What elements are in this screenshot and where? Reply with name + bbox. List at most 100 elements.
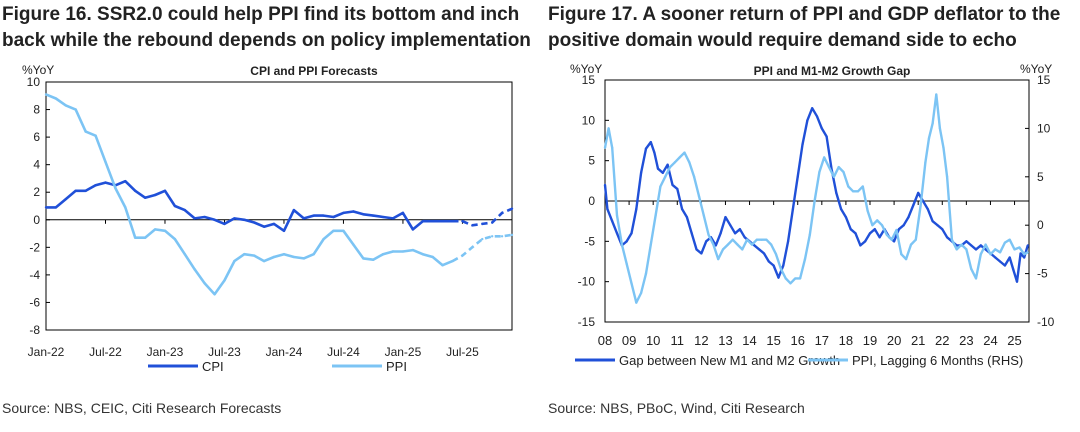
ppi-lagged-point (644, 272, 648, 275)
cpi-point (371, 214, 375, 217)
m1-m2-gap-point (921, 199, 925, 203)
m1-m2-gap-point (786, 240, 790, 243)
cpi-line (46, 179, 453, 233)
ppi-lagged-point (784, 277, 787, 280)
ppi-point (421, 253, 424, 256)
m1-m2-gap-point (777, 276, 780, 279)
cpi-point (451, 219, 454, 223)
m1-m2-gap-point (849, 228, 852, 231)
m1-m2-gap-point (926, 207, 929, 211)
cpi-point (84, 189, 87, 193)
m1-m2-gap-point (917, 191, 920, 195)
figure-17-title-line-2: positive domain would require demand sid… (548, 30, 1017, 51)
ppi-lagged-point (876, 219, 879, 222)
ppi-lagged-point (880, 224, 884, 227)
right-y-tick-label: 10 (1037, 121, 1051, 135)
m1-m2-gap-point (864, 240, 867, 243)
m1-m2-gap-point (1003, 264, 1007, 267)
cpi-point (362, 213, 365, 216)
legend-label-cpi: CPI (202, 359, 224, 374)
m1-m2-gap-point (603, 183, 607, 186)
ppi-lagged-point (960, 243, 963, 246)
cpi-point (74, 189, 77, 193)
ppi-lagged-point (856, 190, 860, 193)
m1-m2-gap-point (945, 236, 949, 239)
m1-m2-gap-point (974, 248, 978, 251)
ppi-point (74, 108, 77, 111)
m1-m2-gap-point (1008, 256, 1011, 259)
m1-m2-gap-point (892, 240, 896, 243)
x-tick-label: 10 (646, 333, 660, 348)
m1-m2-gap-point (835, 191, 838, 195)
m1-m2-gap-point (979, 244, 982, 247)
m1-m2-gap-point (844, 216, 848, 219)
left-y-tick-label: -10 (578, 275, 596, 289)
cpi-point (104, 181, 107, 184)
ppi-point (183, 253, 187, 256)
x-tick-label: 11 (671, 333, 685, 348)
m1-m2-gap-point (820, 127, 823, 130)
ppi-lagged-point (683, 151, 686, 154)
ppi-lagged-point (620, 243, 623, 246)
cpi-point (312, 214, 315, 217)
cpi-point (124, 180, 127, 183)
x-tick-label: 20 (887, 333, 901, 348)
ppi-point (312, 253, 315, 256)
right-y-tick-label: -10 (1037, 315, 1055, 329)
ppi-lagged-point (693, 175, 696, 178)
ppi-point (173, 237, 177, 241)
ppi-lagged-point (984, 243, 987, 246)
ppi-lagged-point (770, 243, 773, 246)
m1-m2-gap-point (897, 228, 901, 231)
ppi-lagged-point (938, 127, 941, 130)
x-tick-label: 18 (839, 333, 853, 348)
ppi-lagged-point (731, 238, 734, 241)
ppi-lagged-point (945, 175, 949, 178)
m1-m2-gap-point (984, 248, 987, 251)
y-tick-label: 8 (33, 103, 40, 117)
m1-m2-gap-point (796, 175, 799, 178)
m1-m2-gap-point (719, 232, 722, 235)
cpi-point (490, 221, 494, 224)
x-tick-label: Jul-24 (327, 345, 360, 359)
x-tick-label: Jan-25 (385, 345, 422, 359)
ppi-lagged-point (803, 257, 807, 261)
right-y-tick-label: 15 (1037, 73, 1051, 87)
ppi-point (233, 259, 236, 263)
m1-m2-gap-point (630, 232, 633, 235)
x-tick-label: 19 (863, 333, 877, 348)
ppi-point (481, 237, 484, 241)
x-tick-label: Jan-23 (147, 345, 184, 359)
y-tick-label: 0 (33, 213, 40, 227)
ppi-lagged-point (931, 122, 934, 125)
ppi-lagged-point (607, 127, 610, 130)
ppi-point (262, 259, 266, 263)
m1-m2-gap-point (671, 183, 674, 186)
m1-m2-gap-point (1023, 256, 1026, 259)
ppi-lagged-point (702, 214, 705, 217)
cpi-point (94, 184, 97, 187)
m1-m2-gap-point (859, 244, 862, 247)
m1-m2-gap-point (806, 119, 809, 122)
x-tick-label: Jul-22 (89, 345, 122, 359)
ppi-lagged-point (998, 251, 1002, 254)
ppi-lagged-point (726, 243, 729, 246)
cpi-point (322, 214, 325, 217)
legend-label-ppi: PPI (386, 359, 407, 374)
x-tick-label: 25 (1007, 333, 1021, 348)
m1-m2-gap-point (941, 228, 944, 231)
ppi-point (342, 229, 345, 232)
ppi-lagged-point (1013, 248, 1016, 251)
x-tick-label: 17 (815, 333, 829, 348)
ppi-lagged-point (640, 291, 643, 295)
ppi-lagged-point (832, 175, 835, 178)
figure-16-title: Figure 16. SSR2.0 could help PPI find it… (2, 2, 531, 54)
ppi-lagged-point (994, 248, 997, 251)
ppi-lagged-point (717, 257, 720, 261)
cpi-point (64, 197, 68, 201)
ppi-lagged-point (697, 195, 701, 198)
m1-m2-gap-point (738, 228, 742, 231)
ppi-lagged-point (1023, 253, 1026, 256)
m1-m2-gap-point (994, 256, 997, 259)
m1-m2-gap-point (685, 216, 689, 219)
